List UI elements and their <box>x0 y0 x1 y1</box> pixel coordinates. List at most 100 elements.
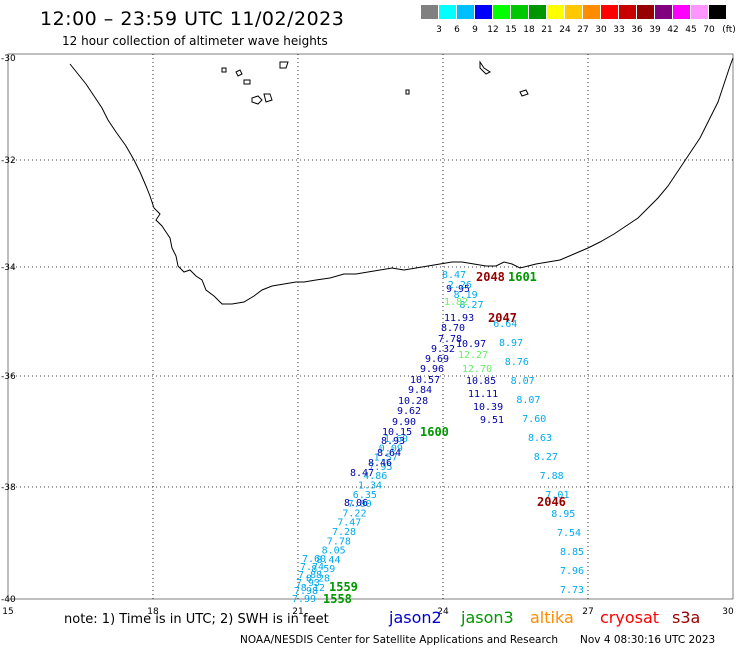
scale-label: 33 <box>613 25 625 35</box>
wave-height-label: 2.26 <box>448 280 472 291</box>
scale-swatch <box>421 5 438 19</box>
scale-swatch <box>601 5 618 19</box>
wave-height-label: 7.60 <box>302 554 326 565</box>
lon-tick-label: 15 <box>2 607 13 617</box>
wave-height-label: 9.69 <box>425 354 449 365</box>
wave-height-label: 7.95 <box>368 462 392 473</box>
wave-height-label: 8.47 <box>350 468 374 479</box>
wave-height-label: 7.98 <box>294 586 318 597</box>
satellite-altika: altika <box>530 608 574 627</box>
axis-tick-labels: 15 18 21 24 27 30 -30 -32 -34 -36 -38 -40 <box>1 54 734 617</box>
wave-height-label: 0.09 <box>379 443 403 454</box>
wave-height-label: 8.07 <box>511 376 535 387</box>
wave-height-label: 7.60 <box>522 414 546 425</box>
wave-height-label: 8.70 <box>441 323 465 334</box>
wave-height-label: 10.85 <box>466 376 496 387</box>
wave-height-label: 11.11 <box>468 389 498 400</box>
time-label-2046: 2046 <box>537 495 566 509</box>
wave-height-label: 12.27 <box>458 350 488 361</box>
lat-tick-label: -32 <box>1 156 16 166</box>
scale-swatch <box>511 5 528 19</box>
wave-height-label: 10.97 <box>456 339 486 350</box>
scale-swatch <box>673 5 690 19</box>
wave-height-label: 1.34 <box>358 481 382 492</box>
credit-line: NOAA/NESDIS Center for Satellite Applica… <box>240 634 558 646</box>
scale-label: 9 <box>472 25 478 35</box>
lon-tick-label: 21 <box>292 607 303 617</box>
wave-height-label: 8.06 <box>344 498 368 509</box>
scale-unit: (ft) <box>722 25 736 35</box>
time-label-1558: 1558 <box>323 592 352 606</box>
wave-height-label: 7.47 <box>337 518 361 529</box>
lat-tick-label: -40 <box>1 595 16 605</box>
scale-label: 45 <box>685 25 697 35</box>
wave-height-label: 8.12 <box>301 583 325 594</box>
time-label-1559: 1559 <box>329 580 358 594</box>
scale-swatch <box>457 5 474 19</box>
wave-height-label: 8.27 <box>459 300 483 311</box>
time-label-2047: 2047 <box>488 311 517 325</box>
wave-height-label: 8.46 <box>368 458 392 469</box>
wave-height-label: 9.32 <box>431 344 455 355</box>
lon-tick-label: 24 <box>437 607 449 617</box>
wave-height-label: 7.28 <box>332 527 356 538</box>
scale-swatch <box>475 5 492 19</box>
satellite-jason2: jason2 <box>389 608 442 627</box>
scale-label: 21 <box>541 25 553 35</box>
satellite-cryosat: cryosat <box>600 608 660 627</box>
lat-tick-label: -30 <box>1 54 16 64</box>
wave-height-label: 8.85 <box>560 547 584 558</box>
wave-height-label: 8.27 <box>534 452 558 463</box>
wave-height-label: 6.35 <box>353 490 377 501</box>
lat-tick-label: -36 <box>1 372 16 382</box>
wave-height-label: 7.54 <box>557 528 581 539</box>
wave-height-label: 8.07 <box>516 395 540 406</box>
map-subtitle: 12 hour collection of altimeter wave hei… <box>62 34 328 48</box>
scale-label: 24 <box>559 25 571 35</box>
wave-height-label: 1.57 <box>374 453 398 464</box>
plot-frame <box>7 53 734 600</box>
wave-height-label: 8.95 <box>551 509 575 520</box>
scale-swatch <box>709 5 726 19</box>
wave-height-label: 8.47 <box>442 270 466 281</box>
wave-height-label: 8.93 <box>381 436 405 447</box>
wave-height-label: 10.28 <box>398 396 428 407</box>
satellite-s3a: s3a <box>672 608 701 627</box>
scale-swatch <box>637 5 654 19</box>
wave-height-label: 6.64 <box>493 319 517 330</box>
wave-height-label: 9.62 <box>397 406 421 417</box>
lon-tick-label: 18 <box>147 607 159 617</box>
scale-label: 70 <box>703 25 715 35</box>
wave-height-label: 7.73 <box>560 585 584 596</box>
scale-label: 6 <box>454 25 460 35</box>
scale-swatch <box>619 5 636 19</box>
scale-label: 27 <box>577 25 589 35</box>
wave-height-label: 9.90 <box>392 417 416 428</box>
timestamp: Nov 4 08:30:16 UTC 2023 <box>580 634 716 646</box>
scale-swatch <box>583 5 600 19</box>
wave-height-label: 9.95 <box>446 284 470 295</box>
wave-height-label: 7.78 <box>438 334 462 345</box>
wave-height-label: 7.93 <box>296 578 320 589</box>
wave-height-label: 7.88 <box>298 570 322 581</box>
grid-lines <box>8 54 733 599</box>
altimeter-tracks: 1.600.091.577.954.861.346.357.007.227.47… <box>292 270 584 606</box>
wave-height-label: 11.93 <box>444 313 474 324</box>
scale-label: 3 <box>436 25 442 35</box>
wave-height-label: 10.39 <box>473 402 503 413</box>
wave-height-label: 7.88 <box>540 471 564 482</box>
wave-height-label: 7.96 <box>560 566 584 577</box>
scale-swatch <box>439 5 456 19</box>
islands <box>221 60 529 105</box>
wave-height-label: 9.51 <box>480 415 504 426</box>
scale-label: 30 <box>595 25 607 35</box>
time-label-1601: 1601 <box>508 270 537 284</box>
time-label-1600: 1600 <box>420 425 449 439</box>
satellite-jason3: jason3 <box>461 608 514 627</box>
scale-label: 18 <box>523 25 535 35</box>
map-title: 12:00 – 23:59 UTC 11/02/2023 <box>40 8 345 30</box>
lat-tick-label: -38 <box>1 483 16 493</box>
wave-height-label: 8.63 <box>528 433 552 444</box>
wave-height-label: 8.76 <box>505 357 529 368</box>
